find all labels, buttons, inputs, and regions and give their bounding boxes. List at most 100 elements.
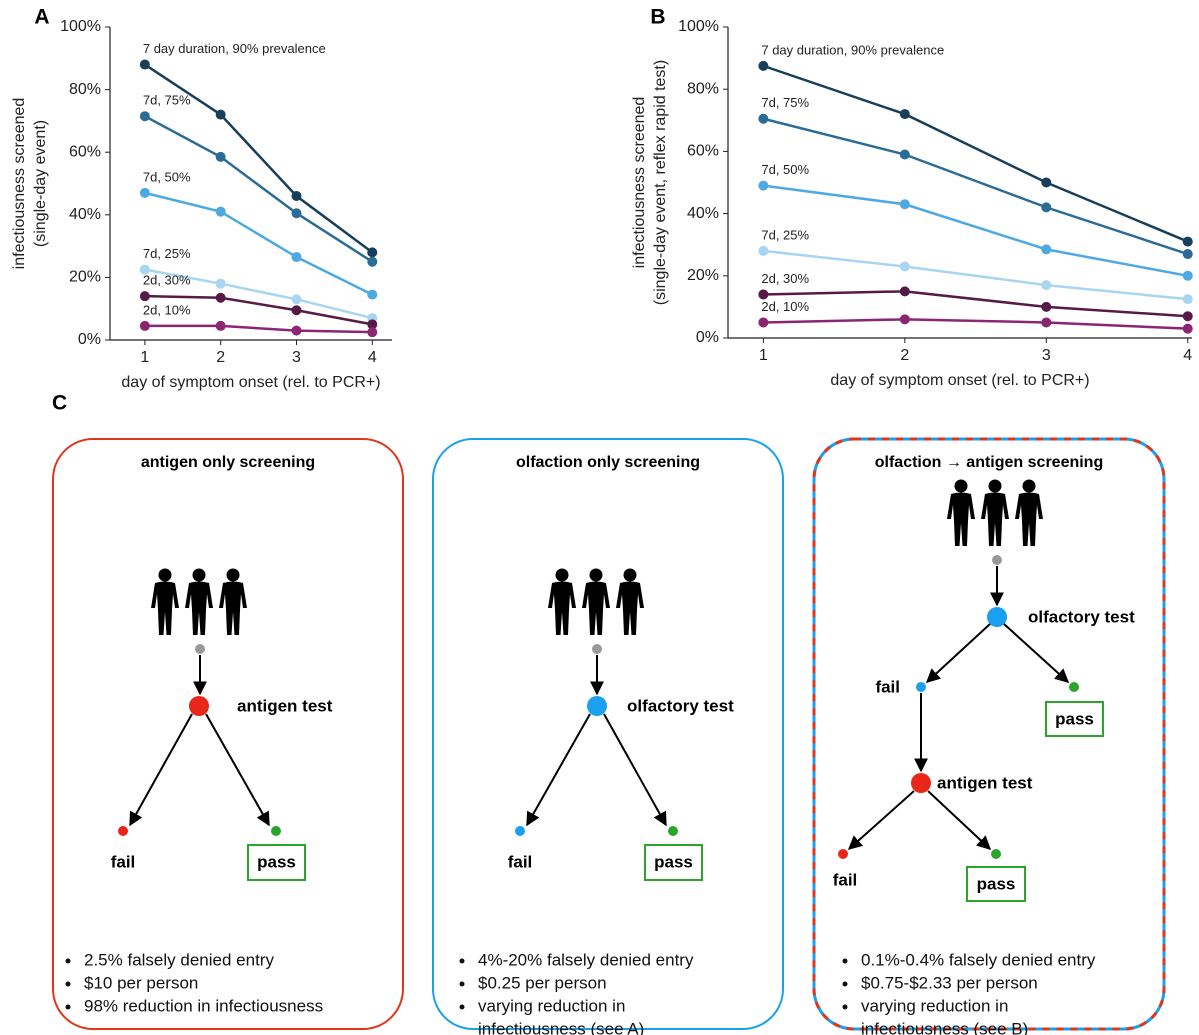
fail-dot [515, 826, 525, 836]
arrow [847, 790, 915, 850]
y-tick-label: 20% [687, 267, 719, 284]
data-point [1041, 244, 1052, 255]
y-axis-label: (single-day event) [32, 120, 49, 247]
person-icon [981, 479, 1009, 546]
data-point [139, 111, 150, 122]
pass-dot [271, 826, 281, 836]
bullet-dot [459, 1004, 465, 1010]
series-line [144, 115, 373, 263]
bullet-dot [65, 1004, 71, 1010]
bullet-text: infectiousness (see A) [478, 1019, 644, 1035]
bullet-list: 0.1%-0.4% falsely denied entry $0.75-$2.3… [842, 950, 1096, 1035]
node-label: olfactory test [627, 696, 734, 715]
bullet-dot [842, 1004, 848, 1010]
node-label: fail [508, 852, 533, 871]
node-label: antigen test [937, 773, 1033, 792]
person-icon [185, 568, 213, 635]
series-label: 2d, 10% [143, 302, 191, 317]
data-point [291, 305, 302, 316]
data-point [1182, 249, 1193, 260]
data-point [899, 199, 910, 210]
bullet-text: 98% reduction in infectiousness [84, 996, 323, 1015]
x-tick-label: 4 [368, 349, 377, 366]
data-point [215, 320, 226, 331]
fail-dot [118, 826, 128, 836]
series-line [763, 184, 1188, 278]
data-point [215, 206, 226, 217]
series-line [144, 324, 373, 334]
series-label: 7 day duration, 90% prevalence [761, 42, 944, 57]
x-tick-label: 2 [900, 347, 909, 364]
series-line [144, 268, 373, 320]
bullet-text: 0.1%-0.4% falsely denied entry [861, 950, 1096, 969]
data-point [291, 252, 302, 263]
data-point [899, 109, 910, 120]
bullet-list: 2.5% falsely denied entry $10 per person 9… [65, 950, 323, 1015]
series-label: 7 day duration, 90% prevalence [143, 41, 326, 56]
node-label: pass [1055, 709, 1094, 728]
data-point [899, 261, 910, 272]
arrow [1003, 623, 1070, 683]
bullet-text: $0.75-$2.33 per person [861, 973, 1038, 992]
data-point [1041, 317, 1052, 328]
y-tick-label: 80% [687, 80, 719, 97]
x-axis-label: day of symptom onset (rel. to PCR+) [830, 372, 1089, 389]
person-icon [947, 479, 975, 546]
arrow [526, 713, 591, 827]
series-label: 7d, 50% [143, 169, 191, 184]
x-axis-label: day of symptom onset (rel. to PCR+) [121, 374, 380, 391]
data-point [1182, 323, 1193, 334]
bullet-list: 4%-20% falsely denied entry $0.25 per per… [459, 950, 694, 1035]
panel-border [812, 437, 1166, 1031]
series-line [144, 191, 373, 296]
panel-title: olfaction → antigen screening [875, 454, 1103, 471]
series-label: 2d, 30% [143, 273, 191, 288]
panel-antigen: antigen only screening antigen test fail… [52, 438, 404, 1030]
person-icon [1015, 479, 1043, 546]
x-tick-label: 3 [1042, 347, 1051, 364]
data-point [367, 256, 378, 267]
series-line [144, 63, 374, 254]
node-label: fail [111, 852, 136, 871]
data-point [1041, 202, 1052, 213]
data-point [139, 59, 150, 70]
arrow [129, 713, 193, 827]
y-tick-label: 60% [69, 143, 101, 160]
y-tick-label: 0% [78, 331, 101, 348]
start-dot [195, 644, 205, 654]
test-node [587, 696, 607, 716]
arrow [927, 790, 992, 850]
bullet-dot [459, 981, 465, 987]
series-line [763, 249, 1188, 301]
x-tick-label: 3 [292, 349, 301, 366]
data-point [758, 113, 769, 124]
y-tick-label: 60% [687, 143, 719, 160]
panel-combined: olfaction → antigen screening olfactory … [812, 437, 1166, 1035]
data-point [215, 109, 226, 120]
bullet-text: 2.5% falsely denied entry [84, 950, 274, 969]
data-point [139, 320, 150, 331]
pass-dot [668, 826, 678, 836]
person-icon [616, 568, 644, 635]
test-node [189, 696, 209, 716]
panel-olfaction: olfaction only screening olfactory test … [432, 438, 784, 1035]
arrow [205, 713, 270, 827]
data-point [215, 151, 226, 162]
panel-border [432, 438, 784, 1030]
pass-box [966, 866, 1026, 902]
node-label: olfactory test [1028, 607, 1135, 626]
series-line [763, 290, 1188, 318]
bullet-text: infectiousness (see B) [861, 1019, 1028, 1035]
y-tick-label: 0% [696, 329, 719, 346]
data-point [1041, 177, 1052, 188]
start-dot [592, 644, 602, 654]
y-tick-label: 40% [687, 205, 719, 222]
chart: B 0% 20% 40% 60% 80% 100% 1 2 3 4 day of symptom on… [631, 6, 1193, 389]
data-point [899, 286, 910, 297]
data-point [139, 291, 150, 302]
x-tick-label: 4 [1183, 347, 1192, 364]
test-node [911, 773, 931, 793]
y-axis-label: infectiousness screened [631, 97, 648, 269]
series-label: 2d, 30% [761, 271, 809, 286]
